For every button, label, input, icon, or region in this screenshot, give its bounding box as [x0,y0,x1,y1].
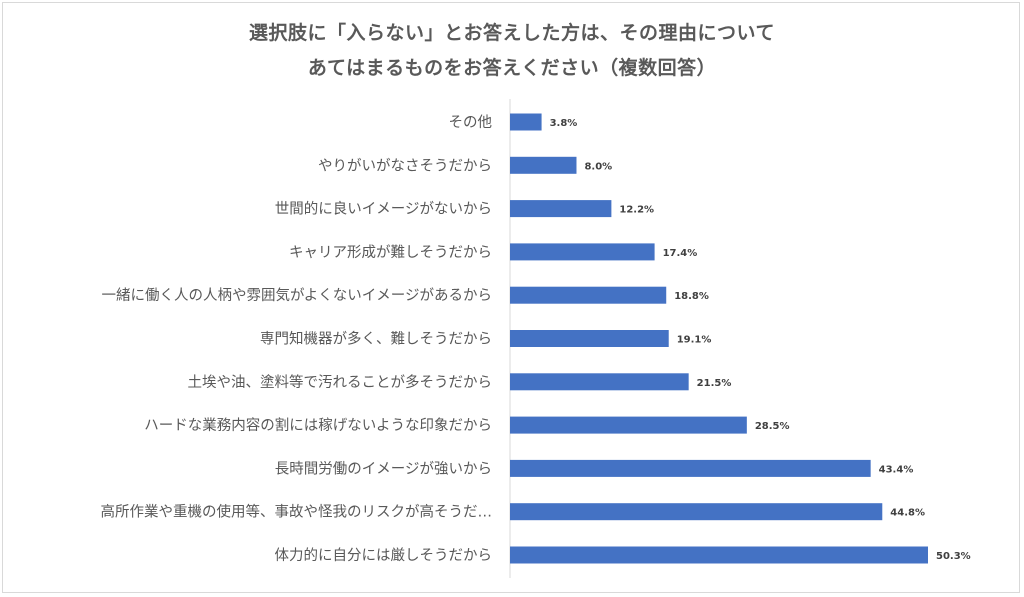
bar [510,243,655,261]
category-label: キャリア形成が難しそうだから [289,244,492,261]
data-label: 28.5% [755,421,790,432]
data-label: 18.8% [674,291,709,302]
category-label: 体力的に自分には厳しそうだから [275,547,493,564]
data-label: 21.5% [697,378,732,389]
category-label: 土埃や油、塗料等で汚れることが多そうだから [188,373,493,391]
bar [510,373,689,391]
category-label: 世間的に良いイメージがないから [275,201,492,218]
bar [510,459,871,477]
category-label: 長時間労働のイメージが強いから [275,460,492,477]
data-label: 3.8% [550,118,578,129]
data-label: 44.8% [890,508,925,519]
bar [510,286,667,304]
data-label: 17.4% [663,248,698,259]
category-label: その他 [449,114,493,131]
data-label: 8.0% [584,161,612,172]
data-label: 19.1% [677,335,712,346]
category-label: 専門知機器が多く、難しそうだから [260,331,492,348]
bar [510,416,747,434]
bar [510,200,612,218]
category-label: ハードな業務内容の割には稼げないような印象だから [144,417,492,434]
category-label: 高所作業や重機の使用等、事故や怪我のリスクが高そうだ… [101,503,493,521]
bar [510,330,669,347]
bar [510,546,928,564]
chart-title-line-2: あてはまるものをお答えください（複数回答） [307,57,717,79]
bar [510,156,577,174]
data-label: 50.3% [936,551,971,562]
bar [510,503,883,521]
chart-title-line-1: 選択肢に「入らない」とお答えした方は、その理由について [249,22,775,44]
bar [510,113,542,131]
category-label: 一緒に働く人の人柄や雰囲気がよくないイメージがあるから [102,287,492,304]
data-label: 12.2% [619,205,654,216]
category-label: やりがいがなさそうだから [318,157,492,174]
data-label: 43.4% [879,464,914,475]
